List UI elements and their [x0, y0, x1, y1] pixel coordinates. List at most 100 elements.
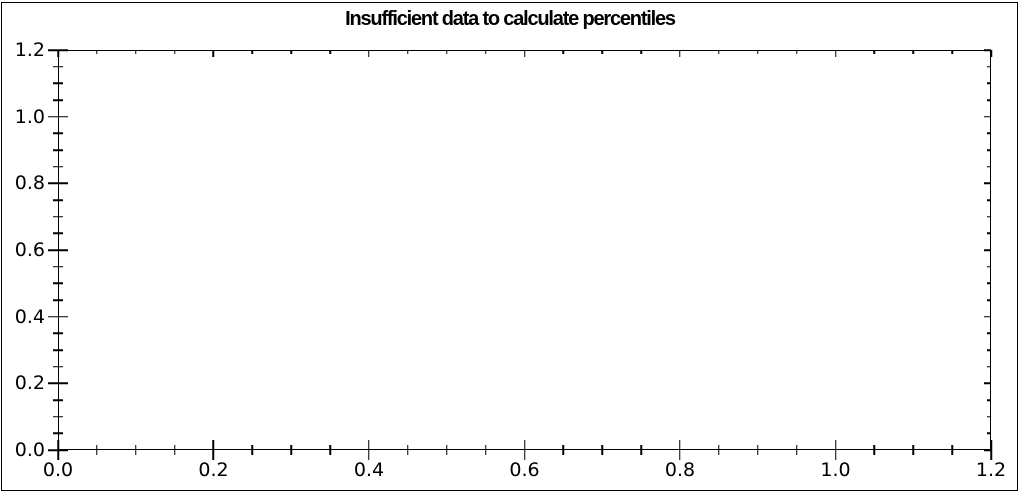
x-minor-tick	[795, 445, 798, 455]
y-minor-tick	[53, 232, 63, 235]
x-minor-tick	[290, 445, 292, 455]
y-major-tick-right	[984, 449, 991, 451]
y-major-tick-right	[984, 249, 991, 251]
y-major-tick	[48, 115, 68, 118]
y-major-tick	[48, 315, 68, 318]
x-major-tick	[990, 440, 992, 460]
y-minor-tick	[53, 415, 63, 418]
y-minor-tick-right	[987, 399, 991, 401]
y-minor-tick	[53, 365, 63, 368]
x-minor-tick-top	[912, 50, 914, 54]
y-minor-tick	[53, 65, 63, 68]
x-minor-tick-top	[329, 50, 331, 54]
y-minor-tick-right	[987, 132, 991, 135]
x-major-tick	[834, 440, 837, 460]
plot-box	[58, 50, 991, 450]
y-major-tick	[48, 182, 68, 185]
x-minor-tick	[484, 445, 487, 455]
x-minor-tick	[601, 445, 603, 455]
x-minor-tick-top	[757, 50, 759, 54]
x-major-tick-top	[57, 50, 59, 57]
x-minor-tick-top	[951, 50, 953, 54]
y-minor-tick	[53, 165, 63, 168]
y-minor-tick	[53, 99, 63, 101]
y-major-tick-right	[984, 49, 991, 51]
x-tick-label: 1.0	[820, 459, 851, 481]
y-minor-tick-right	[987, 82, 991, 85]
y-minor-tick-right	[987, 282, 991, 285]
x-minor-tick-top	[96, 50, 98, 54]
x-major-tick	[368, 440, 370, 460]
y-major-tick-right	[984, 382, 991, 385]
x-minor-tick	[757, 445, 759, 455]
y-tick-label: 0.2	[14, 372, 45, 395]
y-minor-tick	[53, 332, 63, 335]
y-minor-tick	[53, 82, 63, 85]
y-minor-tick	[53, 432, 63, 435]
x-major-tick-top	[990, 50, 992, 57]
x-minor-tick	[134, 445, 137, 455]
y-tick-label: 1.2	[14, 39, 45, 61]
x-tick-label: 0.8	[664, 459, 696, 481]
x-minor-tick-top	[173, 50, 176, 54]
x-minor-tick-top	[290, 50, 292, 54]
y-major-tick	[48, 49, 68, 51]
y-major-tick-right	[984, 115, 991, 118]
y-minor-tick	[53, 199, 63, 201]
x-minor-tick	[251, 445, 254, 455]
x-tick-label: 0.4	[353, 459, 385, 481]
y-minor-tick-right	[987, 215, 991, 218]
y-minor-tick	[53, 132, 63, 135]
x-minor-tick-top	[251, 50, 254, 54]
y-minor-tick-right	[987, 232, 991, 235]
x-major-tick-top	[368, 50, 370, 57]
y-tick-label: 0.8	[14, 172, 45, 195]
y-minor-tick-right	[987, 432, 991, 435]
plot-area	[48, 49, 992, 460]
y-major-tick	[48, 382, 68, 385]
x-major-tick-top	[679, 50, 681, 57]
y-minor-tick	[53, 149, 63, 151]
x-minor-tick-top	[446, 50, 448, 54]
y-major-tick	[48, 249, 68, 251]
x-minor-tick	[446, 445, 448, 455]
y-minor-tick-right	[987, 199, 991, 201]
y-minor-tick-right	[987, 415, 991, 418]
x-tick-label: 1.2	[975, 459, 1007, 481]
y-minor-tick	[53, 215, 63, 218]
y-tick-label: 0.4	[14, 305, 45, 328]
y-minor-tick-right	[987, 99, 991, 101]
y-tick-label: 0.0	[14, 439, 45, 461]
chart-title: Insufficient data to calculate percentil…	[345, 8, 676, 30]
y-minor-tick-right	[987, 349, 991, 351]
y-minor-tick-right	[987, 149, 991, 151]
x-minor-tick	[562, 445, 565, 455]
y-minor-tick-right	[987, 65, 991, 68]
x-minor-tick-top	[640, 50, 642, 54]
y-minor-tick	[53, 349, 63, 351]
x-major-tick	[523, 440, 526, 460]
x-minor-tick	[329, 445, 331, 455]
x-minor-tick	[96, 445, 98, 455]
x-minor-tick	[951, 445, 953, 455]
x-tick-label: 0.2	[198, 459, 229, 481]
x-major-tick-top	[523, 50, 526, 57]
x-minor-tick	[873, 445, 876, 455]
y-major-tick-right	[984, 182, 991, 185]
y-major-tick-right	[984, 315, 991, 318]
x-major-tick-top	[212, 50, 215, 57]
x-minor-tick	[640, 445, 642, 455]
y-major-tick	[48, 449, 68, 451]
y-minor-tick	[53, 265, 63, 268]
y-minor-tick-right	[987, 299, 991, 301]
x-minor-tick-top	[134, 50, 137, 54]
y-tick-label: 1.0	[14, 105, 45, 128]
x-minor-tick-top	[873, 50, 876, 54]
x-minor-tick-top	[795, 50, 798, 54]
x-minor-tick-top	[484, 50, 487, 54]
y-minor-tick-right	[987, 332, 991, 335]
x-minor-tick	[912, 445, 914, 455]
y-minor-tick-right	[987, 265, 991, 268]
y-minor-tick	[53, 282, 63, 285]
